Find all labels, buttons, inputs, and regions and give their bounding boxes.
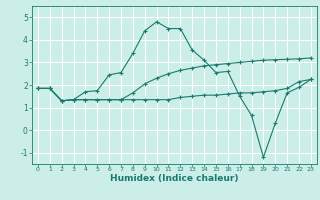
X-axis label: Humidex (Indice chaleur): Humidex (Indice chaleur) bbox=[110, 174, 239, 183]
